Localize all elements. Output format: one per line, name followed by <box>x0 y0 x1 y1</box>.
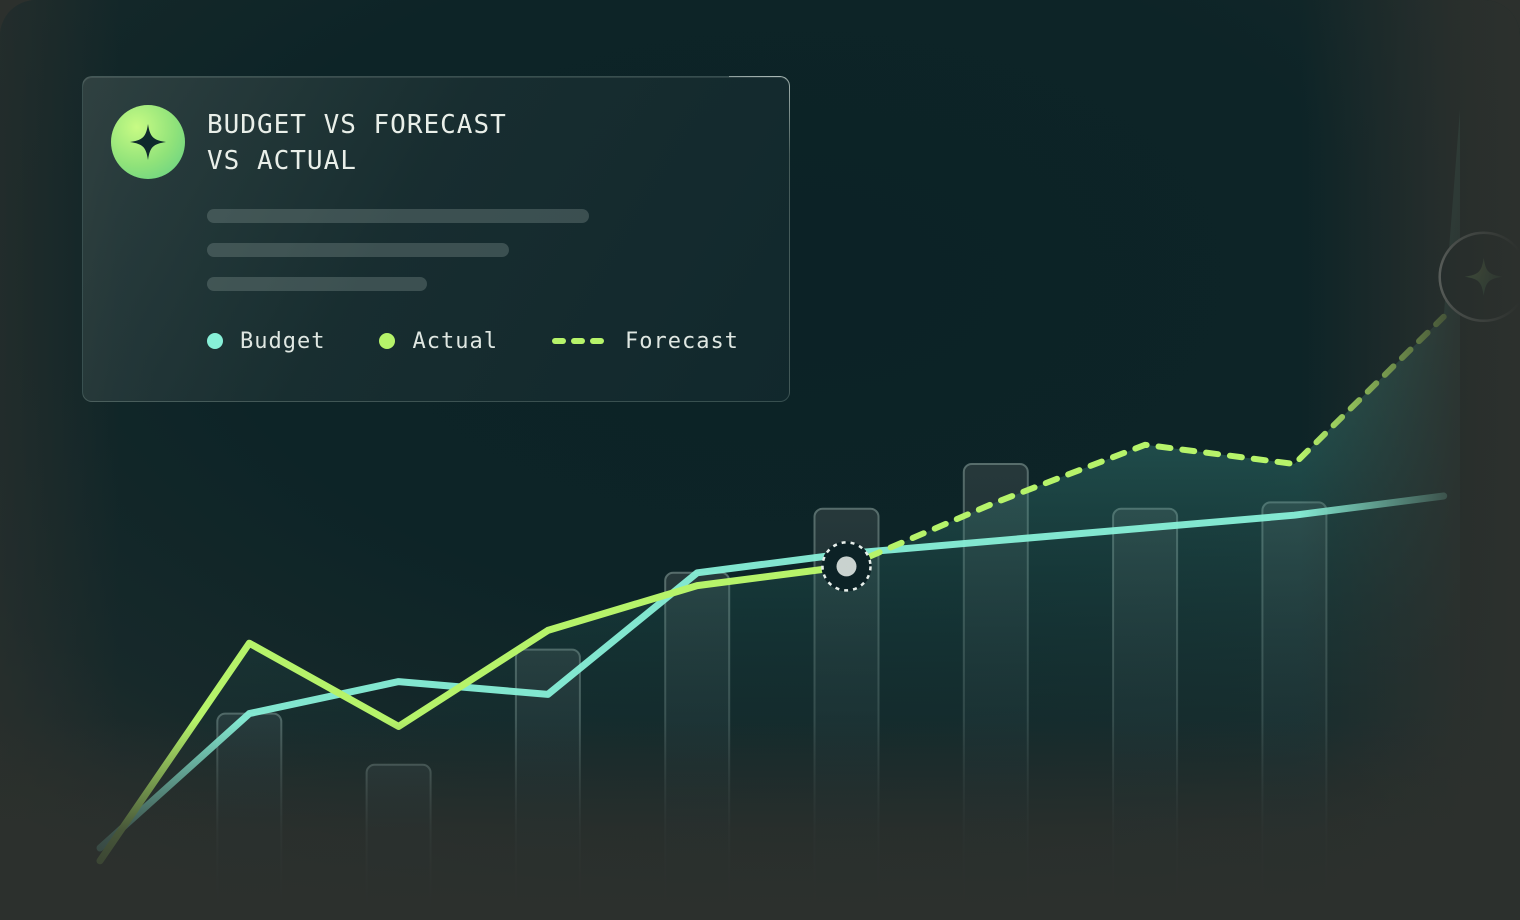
legend-label-actual: Actual <box>412 328 498 354</box>
placeholder-line <box>207 209 589 223</box>
forecast-area <box>100 110 1460 880</box>
legend-label-budget: Budget <box>240 328 326 354</box>
budget-dot-icon <box>207 333 223 349</box>
chart-title: BUDGET VS FORECAST VS ACTUAL <box>207 110 507 176</box>
placeholder-line <box>207 277 427 291</box>
sparkle-badge <box>111 105 185 179</box>
legend-item-actual: Actual <box>379 329 497 354</box>
sparkle-icon <box>130 124 166 160</box>
chart-legend: Budget Actual Forecast <box>207 328 739 354</box>
dashed-line-icon <box>551 338 609 344</box>
legend-label-forecast: Forecast <box>624 328 739 354</box>
legend-item-forecast: Forecast <box>551 328 739 354</box>
budget-line <box>96 492 1448 852</box>
legend-item-budget: Budget <box>207 329 325 354</box>
actual-dot-icon <box>379 333 396 349</box>
placeholder-line <box>207 243 509 257</box>
actual-line <box>96 562 850 865</box>
forecast-area-fill <box>100 110 1460 880</box>
highlight-point-dashed-ring <box>821 541 872 592</box>
chart-info-card: BUDGET VS FORECAST VS ACTUAL Budget Actu… <box>82 76 790 402</box>
